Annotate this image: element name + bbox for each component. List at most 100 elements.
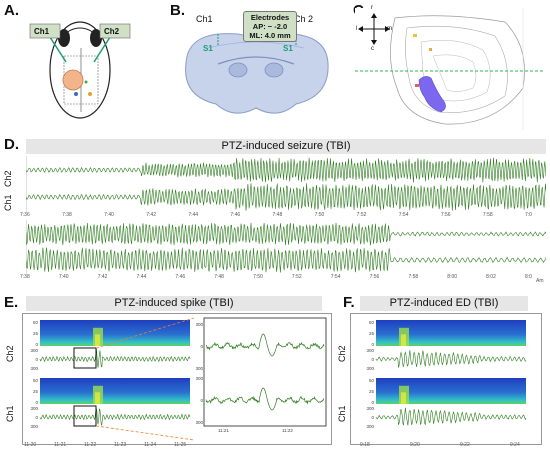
d-row2-tick: 8:00	[447, 274, 458, 280]
f-ch2-spec-ylabel: 50	[369, 320, 375, 325]
f-ch2-trace-ylabel: 300	[366, 348, 374, 353]
f-tick: 9:18	[360, 442, 370, 448]
a-ch1-label: Ch1	[34, 27, 50, 36]
e-ch2-trace	[39, 347, 191, 368]
d-seizure-trace-row-1	[26, 156, 546, 212]
f-tick: 9:20	[410, 442, 420, 448]
d-row2-tick: 7:40	[58, 274, 69, 280]
d-row1-ch2-trace	[26, 157, 546, 183]
orientation-compass	[358, 13, 390, 45]
a-ch2-label: Ch2	[104, 27, 120, 36]
e-ch2-trace-ylabel: 300	[30, 348, 38, 353]
e-zoom-ch2-ylabel: 0	[200, 344, 203, 349]
f-title-banner: PTZ-induced ED (TBI)	[360, 296, 528, 311]
ap-coordinate: AP: − -2.0	[252, 22, 288, 31]
f-ch1-spectrogram	[376, 378, 526, 404]
f-ch2-trace-ylabel: 0	[371, 357, 374, 362]
e-ch1-spec-ylabel: 50	[33, 378, 39, 383]
e-ch2-spec-ylabel: 25	[33, 331, 39, 336]
panel-label-f: F.	[343, 294, 355, 311]
f-ch2-spec-ylabel: 0	[371, 342, 374, 347]
d-row1-tick: 7:44	[188, 212, 199, 218]
d-row1-tick: 7:38	[62, 212, 72, 218]
e-zoom-ch1-ylabel: 0	[200, 398, 203, 403]
e-ch2-spec-ylabel: 0	[35, 342, 38, 347]
e-zoom-ch2-ylabel: 300	[196, 322, 203, 327]
e-tick: 11:21	[54, 442, 67, 448]
b-ch1-label: Ch1	[196, 14, 213, 24]
d-row1-tick: 7:50	[314, 212, 325, 218]
f-ch1-trace-ylabel: -300	[366, 424, 374, 429]
f-ch1-spec-ylabel: 25	[369, 389, 375, 394]
e-zoom-line-bottom	[95, 425, 194, 441]
e-ch2-label: Ch2	[5, 345, 15, 362]
mouse-skull-diagram	[29, 21, 131, 119]
ml-coordinate: ML: 4.0 mm	[249, 31, 291, 40]
panel-label-d: D.	[4, 136, 19, 153]
f-ch2-trace	[375, 350, 527, 368]
d-ch1-label: Ch1	[3, 194, 13, 211]
e-zoom-tick: 11:22	[282, 428, 293, 432]
d-row1-tick: 7:58	[482, 212, 493, 218]
e-ch2-trace-ylabel: -300	[30, 366, 38, 371]
d-row2-tick: 7:50	[253, 274, 263, 280]
d-row2-tick: 7:54	[330, 274, 341, 280]
f-ch1-spec-ylabel: 0	[371, 400, 374, 405]
b-ch2-label: Ch 2	[294, 14, 314, 24]
electrode-coordinates-box: Electrodes AP: − -2.0 ML: 4.0 mm	[243, 11, 297, 42]
e-ch1-trace-ylabel: 0	[35, 415, 38, 420]
f-tick: 9:24	[510, 442, 520, 448]
f-ch1-trace-ylabel: 300	[366, 406, 374, 411]
d-ch2-label: Ch2	[3, 170, 13, 187]
e-ch2-spectrogram	[40, 320, 190, 346]
d-row1-tick: 7:40	[104, 212, 114, 218]
e-zoom-tick: 11:21	[218, 428, 229, 432]
e-ch2-trace-ylabel: 0	[35, 357, 38, 362]
e-zoom-ch1-trace	[205, 387, 325, 411]
compass-r: r	[371, 5, 373, 11]
d-row2-tick: 8:0	[525, 274, 532, 280]
electrodes-title: Electrodes	[250, 13, 290, 22]
d-row2-tick: 7:58	[408, 274, 419, 280]
e-ch1-trace	[39, 408, 191, 426]
f-ch2-spec-ylabel: 25	[369, 331, 375, 336]
d-row1-tick: 7:52	[356, 212, 367, 218]
e-tick: 11:23	[114, 442, 127, 448]
d-row2-tick: 7:52	[291, 274, 302, 280]
compass-l: l	[356, 26, 358, 32]
e-tick: 11:20	[24, 442, 37, 448]
e-ch1-trace-ylabel: 300	[30, 406, 38, 411]
d-seizure-trace-row-2	[26, 220, 546, 274]
e-ch1-spec-ylabel: 0	[35, 400, 38, 405]
compass-m: m	[387, 26, 392, 32]
b-s1-left: S1	[203, 44, 213, 53]
d-title-banner: PTZ-induced seizure (TBI)	[26, 139, 546, 154]
d-row2-tick: 7:42	[97, 274, 108, 280]
d-row1-ch1-trace	[26, 183, 546, 211]
panel-label-a: A.	[4, 2, 19, 19]
d-row2-ch1-trace	[26, 247, 546, 273]
panel-label-b: B.	[170, 2, 185, 19]
e-tick: 11:24	[144, 442, 157, 448]
d-time-axis-1: 7:36 7:38 7:40 7:42 7:44 7:46 7:48 7:50 7:52 7:54…	[20, 212, 546, 220]
d-row1-tick: 7:42	[146, 212, 156, 218]
f-ch1-trace-ylabel: 0	[371, 415, 374, 420]
f-ch2-label: Ch2	[337, 345, 347, 362]
d-row1-tick: 7:54	[398, 212, 409, 218]
d-row2-ch2-trace	[26, 222, 546, 246]
f-ch1-trace	[375, 407, 527, 426]
f-ch2-spectrogram	[376, 320, 526, 346]
coronal-section	[185, 33, 329, 114]
f-ch1-spec-ylabel: 50	[369, 378, 375, 383]
e-zoom-ch1-ylabel: 300	[196, 376, 203, 381]
f-ch1-label: Ch1	[337, 405, 347, 422]
d-row2-tick: 7:48	[214, 274, 224, 280]
d-row1-tick: 7:36	[20, 212, 30, 218]
e-tick: 11:22	[84, 442, 97, 448]
d-unit-label: Am	[536, 278, 544, 284]
f-ch2-trace-ylabel: -300	[366, 366, 374, 371]
d-row2-tick: 7:56	[369, 274, 380, 280]
